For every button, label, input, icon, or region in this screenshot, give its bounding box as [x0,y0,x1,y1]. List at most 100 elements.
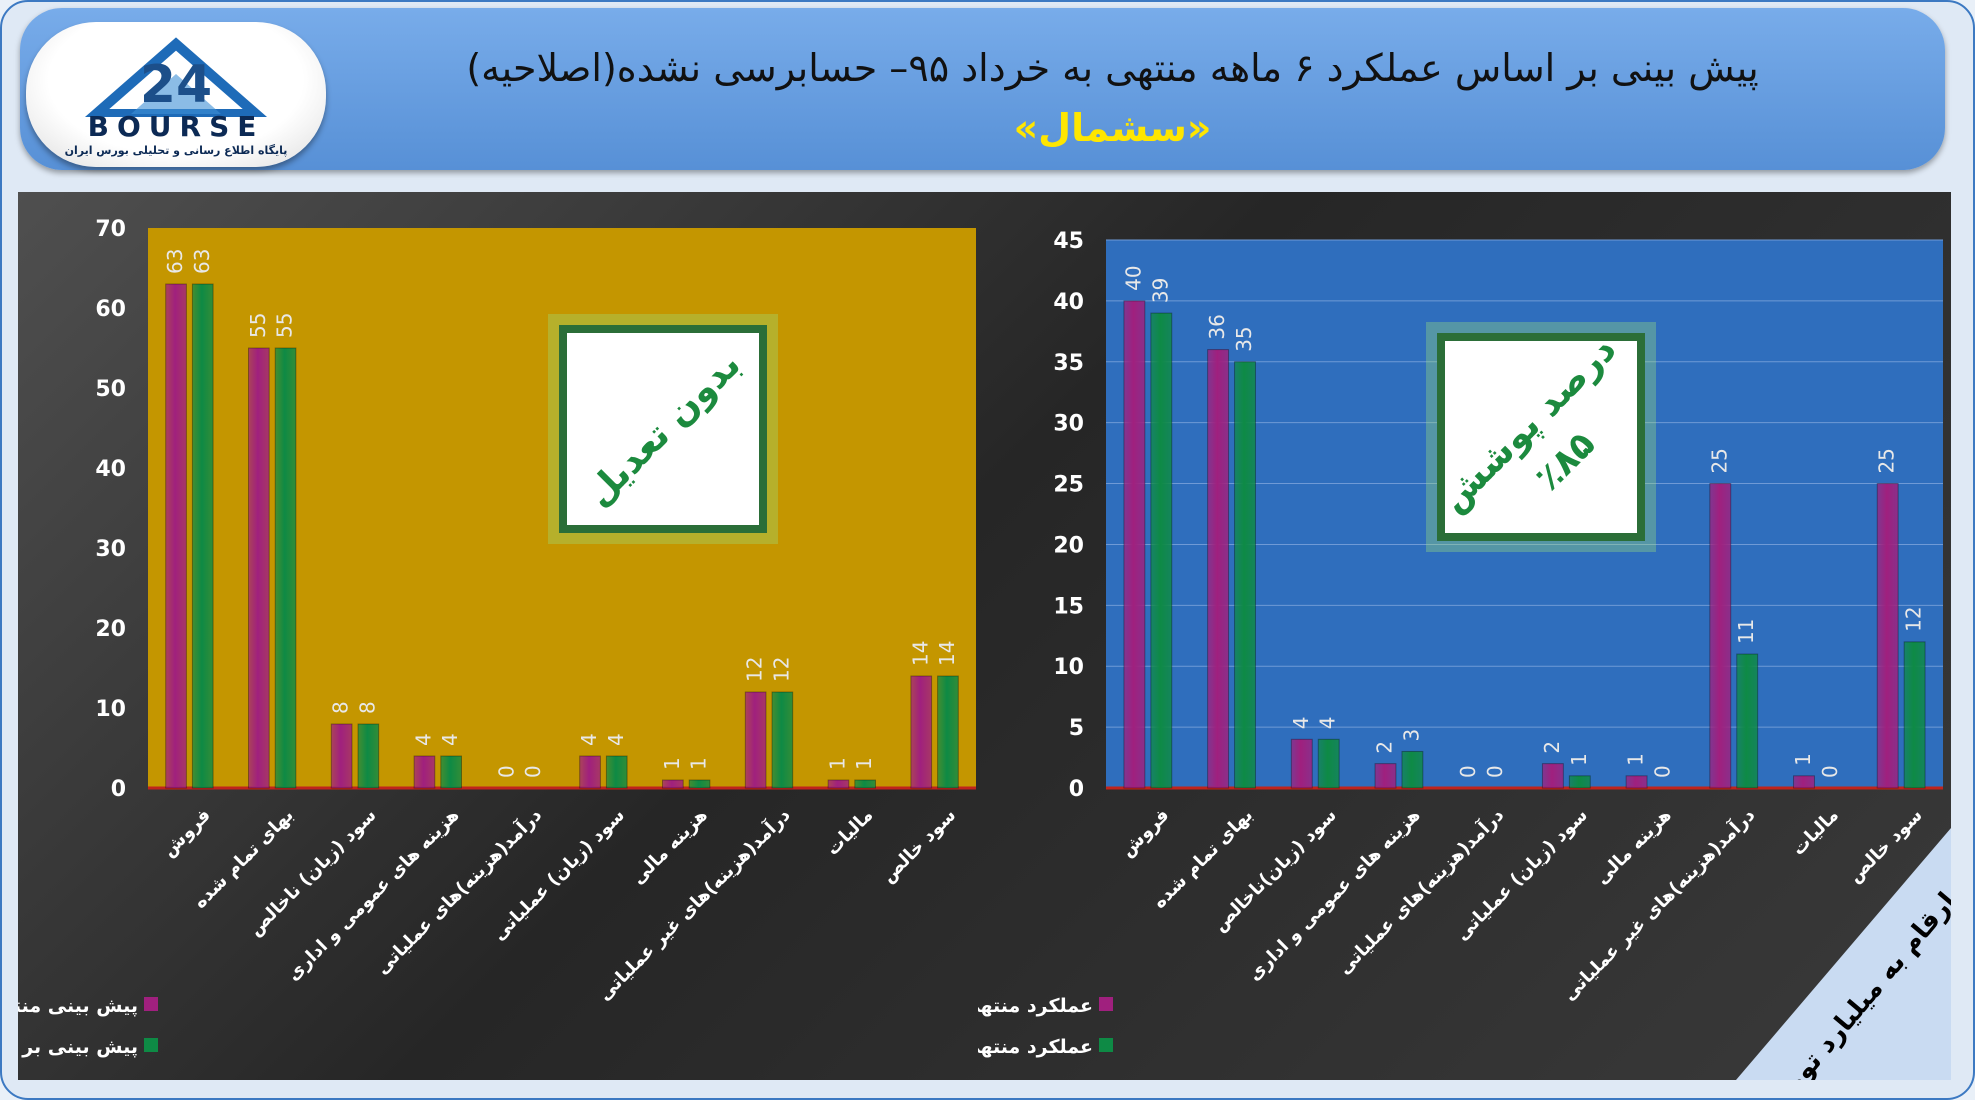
x-tick-label: هزینه های عمومی و اداری [283,805,463,985]
page-subtitle: «سشمال» [1013,106,1212,150]
x-tick-label: هزینه مالی [1592,805,1676,889]
header-bar: پیش بینی بر اساس عملکرد ۶ ماهه منتهی به … [20,8,1945,170]
bar [662,779,684,789]
bar [440,755,462,789]
data-label: 8 [329,701,353,714]
data-label: 0 [521,765,545,778]
data-label: 12 [769,657,793,682]
bar [579,755,601,789]
y-tick-label: 70 [95,217,126,242]
data-label: 3 [1399,729,1423,742]
bar [1876,483,1899,789]
page-title: پیش بینی بر اساس عملکرد ۶ ماهه منتهی به … [466,46,1759,90]
logo-text: BOURSE [87,110,265,143]
data-label: 0 [1651,765,1675,778]
data-label: 0 [1818,765,1842,778]
data-label: 0 [494,765,518,778]
y-tick-label: 5 [1069,716,1084,741]
x-tick-label: سود خالص [878,805,960,887]
x-tick-label: مالیات [1788,805,1843,860]
y-tick-label: 30 [95,537,126,562]
y-tick-label: 30 [1053,412,1084,437]
bar [191,283,214,789]
data-label: 1 [660,757,684,770]
x-tick-label: درآمد(هزینه)های عملیاتی [371,803,547,979]
data-label: 4 [438,733,462,746]
data-label: 11 [1734,619,1758,644]
data-label: 0 [1483,765,1507,778]
data-label: 2 [1540,741,1564,754]
data-label: 1 [687,757,711,770]
x-tick-label: فروش [158,805,215,862]
y-tick-label: 10 [95,697,126,722]
bar [605,755,628,789]
data-label: 36 [1205,314,1229,339]
y-tick-label: 0 [111,777,126,802]
y-tick-label: 45 [1053,229,1084,254]
data-label: 25 [1707,448,1731,473]
data-label: 55 [246,313,270,338]
bar [274,347,297,789]
bar [1568,775,1591,789]
data-label: 4 [411,733,435,746]
bar [1541,763,1564,789]
badge-box [1437,333,1645,541]
bar [1625,775,1648,789]
data-label: 2 [1372,741,1396,754]
y-tick-label: 40 [1053,290,1084,315]
data-label: 39 [1148,278,1172,303]
data-label: 1 [1567,753,1591,766]
data-label: 4 [604,733,628,746]
data-label: 12 [1902,606,1926,631]
bar [854,779,876,789]
bar [827,779,850,789]
bar [744,691,767,789]
data-label: 14 [935,641,959,666]
legend-swatch [144,1038,158,1052]
bar [1207,349,1230,789]
x-tick-label: هزینه مالی [628,805,712,889]
bar [1317,738,1340,789]
data-label: 63 [163,249,187,274]
bar [1123,300,1146,789]
bar [1709,483,1732,789]
data-label: 12 [743,657,767,682]
y-tick-label: 15 [1053,594,1084,619]
bar [1736,653,1759,789]
bar [1401,750,1424,789]
data-label: 55 [273,313,297,338]
y-tick-label: 40 [95,457,126,482]
data-label: 1 [825,757,849,770]
bar [1903,641,1926,789]
data-label: 25 [1875,448,1899,473]
bar [1234,361,1256,789]
legend-swatch [1099,997,1113,1011]
data-label: 35 [1232,326,1256,351]
x-tick-label: هزینه های عمومی و اداری [1244,805,1424,985]
x-tick-label: فروش [1117,805,1174,862]
y-tick-label: 35 [1053,351,1084,376]
bar [1374,763,1397,789]
data-label: 1 [1791,753,1815,766]
data-label: 4 [577,733,601,746]
logo-mark-icon: 24 [84,37,268,117]
bar [937,675,959,789]
badge-no-adjustment: بدون تعدیل [548,314,778,544]
logo-number: 24 [140,55,212,115]
data-label: 14 [908,641,932,666]
bar [248,347,270,789]
badge-box [559,325,767,533]
bar [1793,775,1815,789]
bar [357,723,380,789]
data-label: 40 [1121,265,1145,290]
ribbon-shape [1736,828,1951,1080]
data-label: 4 [1289,717,1313,730]
x-tick-label: مالیات [822,805,877,860]
logo-tagline: پایگاه اطلاع رسانی و تحلیلی بورس ایران [64,144,288,157]
data-label: 8 [355,701,379,714]
bar [1290,738,1313,789]
bar [1150,312,1173,789]
legend-label: عملکرد منتهی به ۹۴/۰۶/۳۱ [978,995,1093,1017]
bar [771,691,794,789]
